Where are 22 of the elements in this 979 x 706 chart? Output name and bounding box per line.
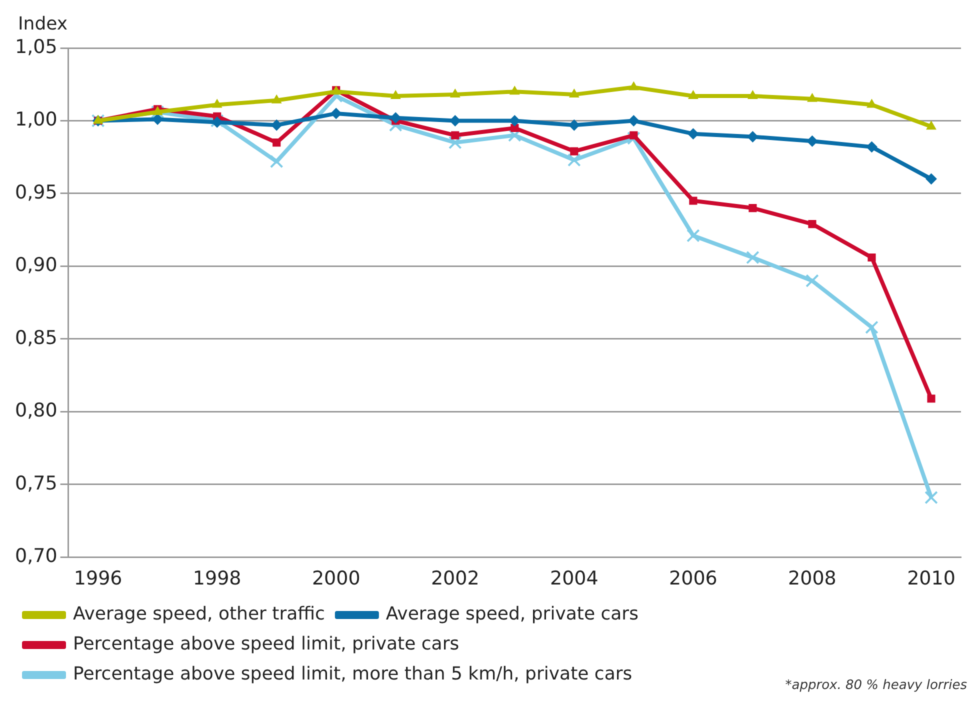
x-tick-label: 2006 [669, 568, 718, 590]
legend-label: Percentage above speed limit, more than 5 km/h, private cars [73, 664, 632, 685]
x-tick-label: 2010 [907, 568, 956, 590]
y-tick-label: 0,95 [14, 181, 58, 204]
y-tick-label: 0,70 [14, 545, 58, 568]
y-tick-label: 1,05 [14, 36, 58, 58]
legend-label: Percentage above speed limit, private cars [73, 634, 460, 655]
x-tick-label: 2004 [550, 568, 598, 590]
text: *approx. 80 % heavy lorries [785, 678, 968, 693]
x-tick-label: 2000 [312, 568, 360, 590]
y-tick-label: 0,75 [14, 472, 58, 494]
legend-label: Average speed, private cars [386, 604, 638, 625]
y-tick-label: 1,00 [14, 108, 58, 131]
x-tick-label: 1998 [192, 568, 242, 590]
legend-label: Average speed, other traffic [73, 604, 325, 625]
x-tick-label: 2008 [788, 568, 836, 590]
y-tick-label: 0,80 [14, 400, 58, 422]
x-tick-label: 2002 [430, 568, 480, 590]
x-tick-label: 1996 [74, 568, 122, 590]
y-tick-label: 0,85 [14, 326, 58, 349]
y-tick-label: 0,90 [14, 254, 58, 276]
y-axis-title: Index [18, 14, 68, 35]
